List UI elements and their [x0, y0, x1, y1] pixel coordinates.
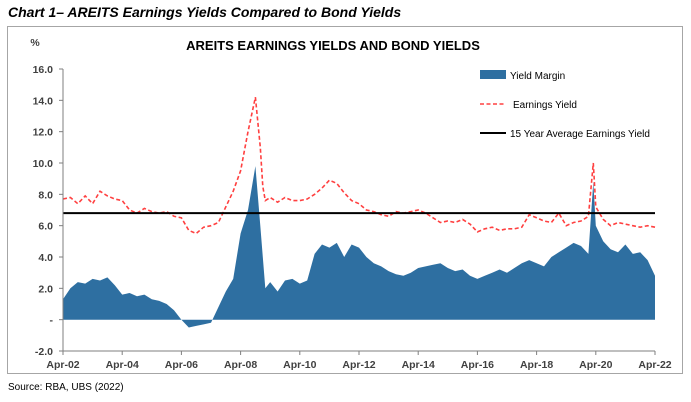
y-tick-label: 12.0 — [33, 127, 54, 139]
chart-title: AREITS EARNINGS YIELDS AND BOND YIELDS — [186, 38, 480, 53]
y-tick-label: 6.0 — [38, 221, 53, 233]
x-tick-label: Apr-20 — [579, 359, 612, 371]
x-tick-label: Apr-12 — [342, 359, 375, 371]
x-tick-label: Apr-02 — [46, 359, 79, 371]
x-tick-label: Apr-22 — [638, 359, 671, 371]
chart-heading: Chart 1– AREITS Earnings Yields Compared… — [8, 4, 402, 20]
y-tick-label: 2.0 — [38, 283, 53, 295]
y-tick-label: -2.0 — [35, 346, 53, 358]
y-tick-label: - — [50, 315, 54, 327]
y-axis-unit-label: % — [30, 37, 40, 49]
yield-margin-area — [63, 166, 655, 328]
legend-label-average: 15 Year Average Earnings Yield — [510, 129, 650, 140]
x-tick-label: Apr-08 — [224, 359, 257, 371]
y-tick-label: 16.0 — [33, 64, 54, 76]
y-tick-label: 10.0 — [33, 158, 54, 170]
legend-swatch-yield-margin — [480, 70, 506, 79]
y-tick-label: 4.0 — [38, 252, 53, 264]
plot-area — [62, 97, 656, 328]
earnings-yield-line — [62, 97, 656, 235]
y-tick-label: 8.0 — [38, 189, 53, 201]
x-tick-label: Apr-16 — [461, 359, 494, 371]
x-tick-label: Apr-14 — [402, 359, 435, 371]
x-tick-label: Apr-04 — [106, 359, 139, 371]
x-tick-label: Apr-06 — [165, 359, 198, 371]
legend: Yield Margin Earnings Yield 15 Year Averag… — [480, 70, 650, 140]
chart: AREITS EARNINGS YIELDS AND BOND YIELDS %… — [30, 37, 672, 371]
x-tick-label: Apr-10 — [283, 359, 316, 371]
source-note: Source: RBA, UBS (2022) — [8, 382, 124, 393]
y-tick-label: 14.0 — [33, 95, 54, 107]
x-tick-label: Apr-18 — [520, 359, 553, 371]
legend-label-earnings-yield: Earnings Yield — [513, 100, 577, 111]
legend-label-yield-margin: Yield Margin — [510, 71, 565, 82]
